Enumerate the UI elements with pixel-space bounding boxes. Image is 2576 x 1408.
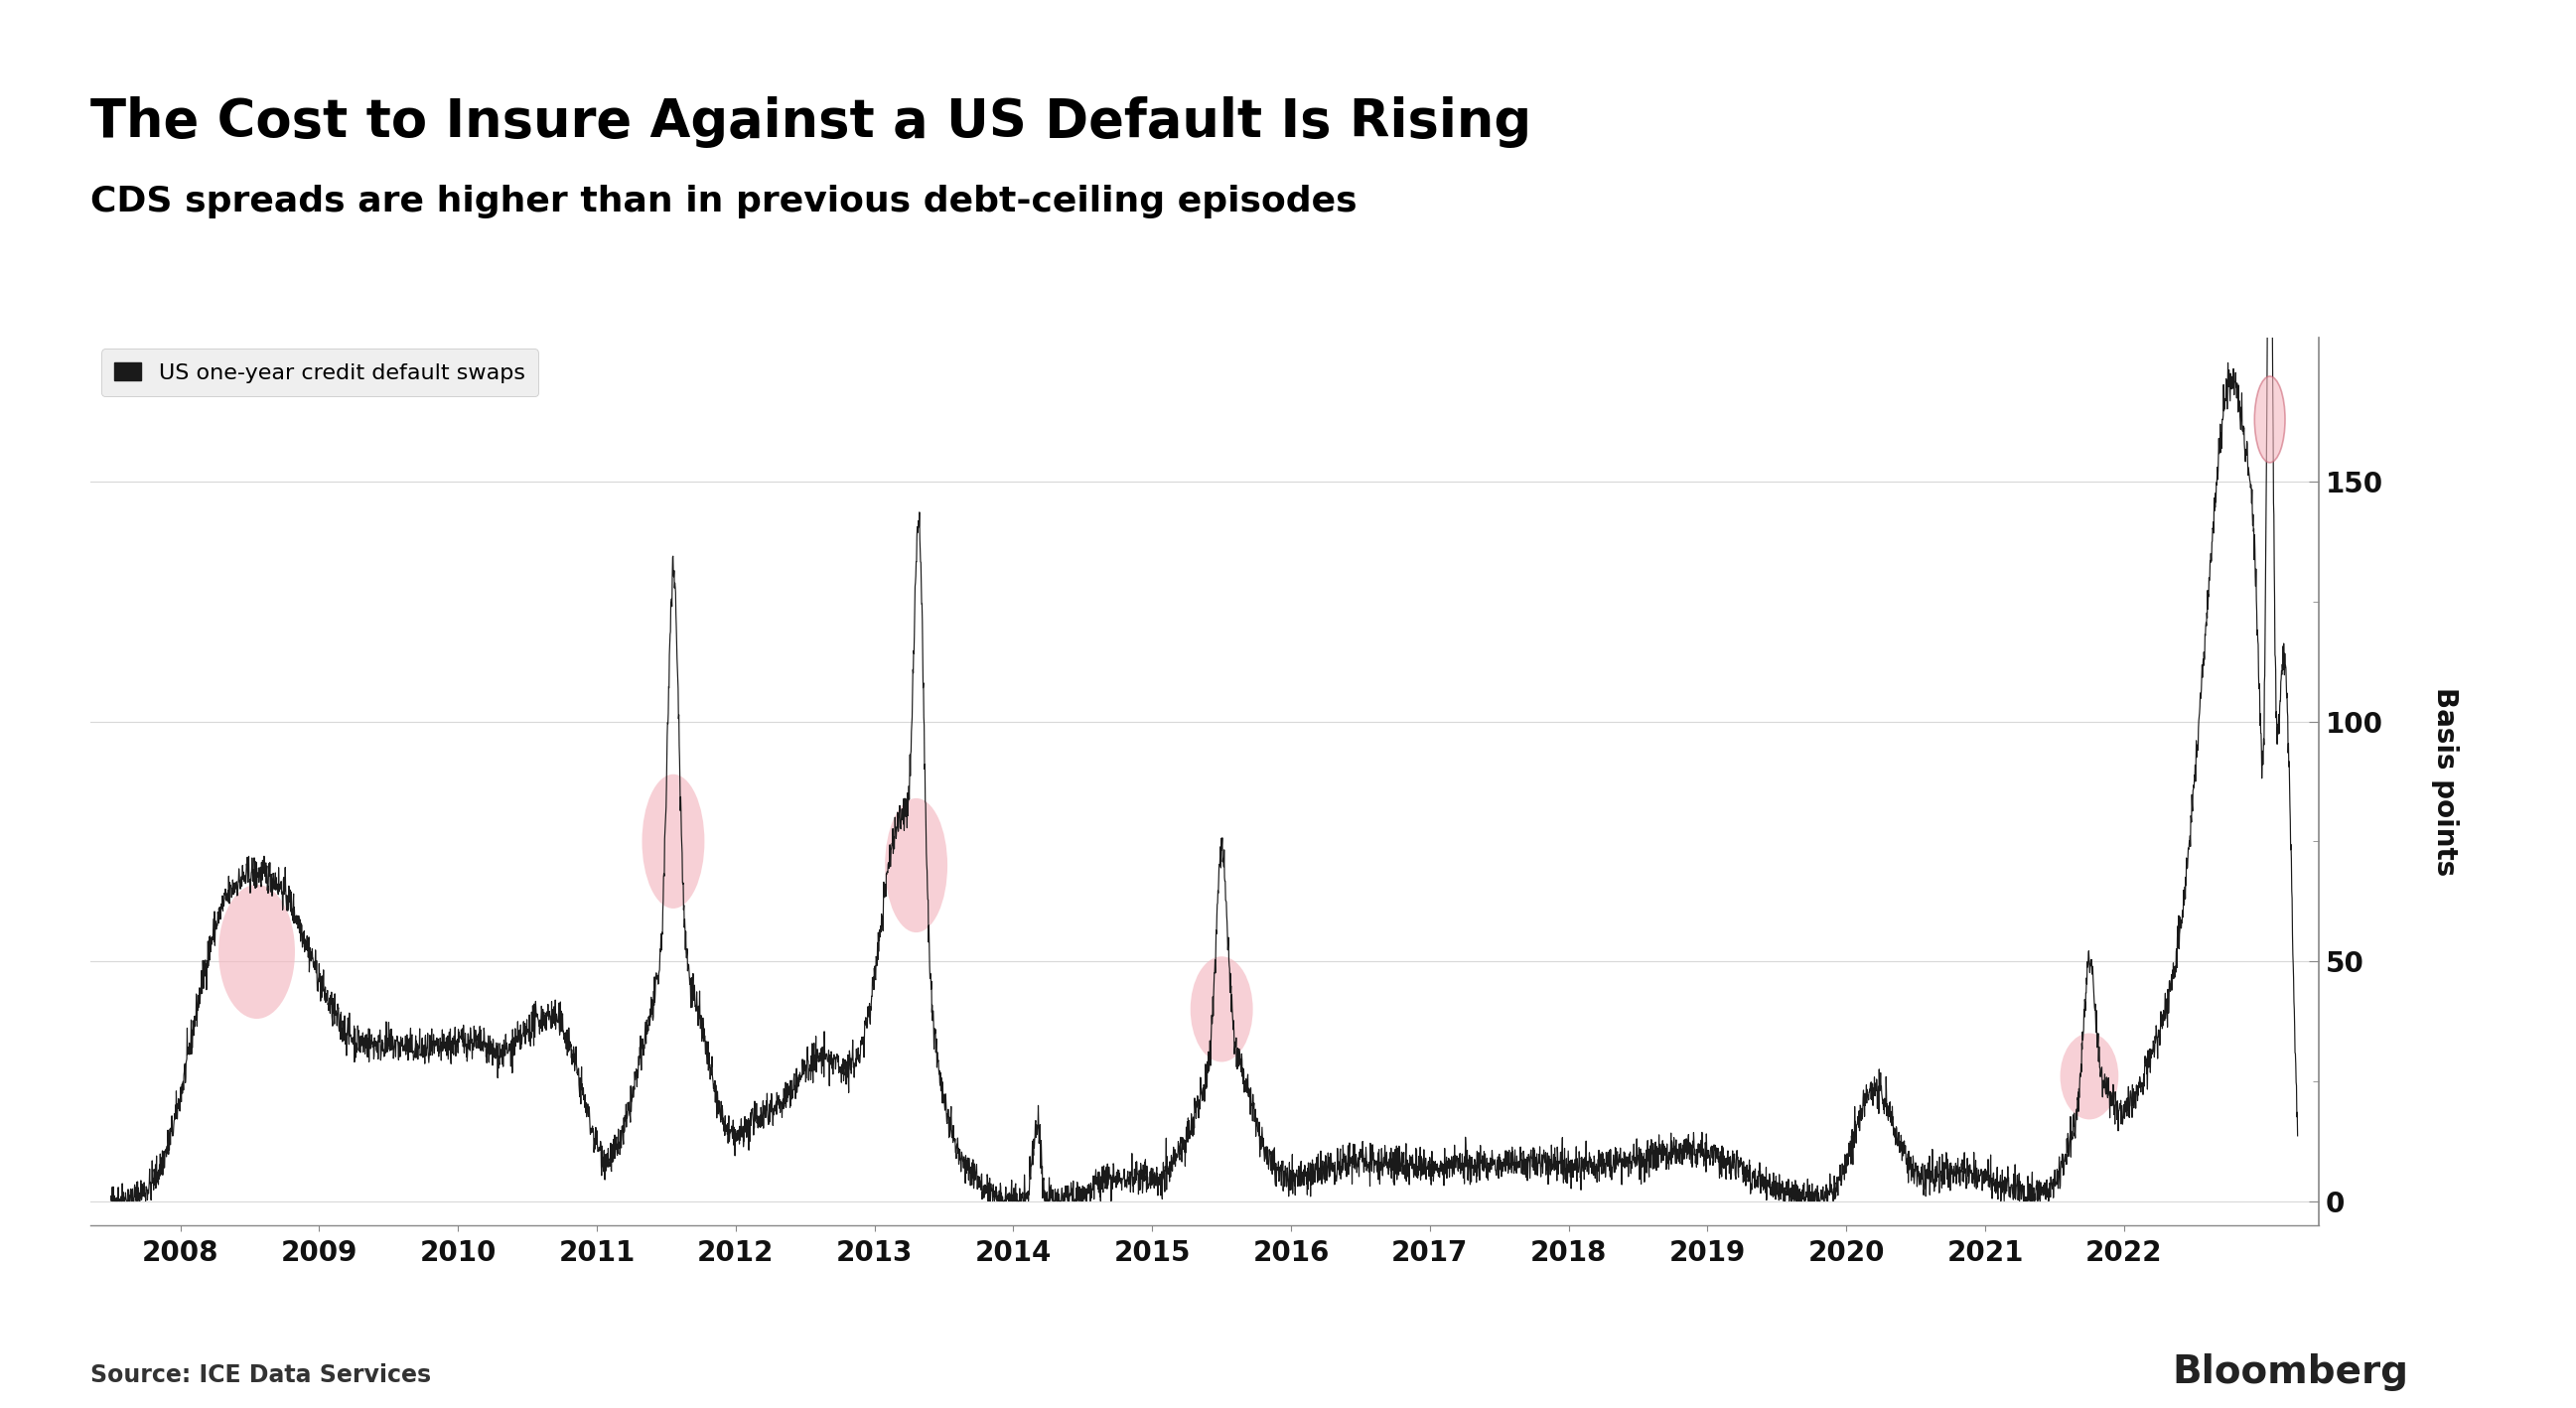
Text: Bloomberg: Bloomberg bbox=[2172, 1353, 2409, 1391]
Legend: US one-year credit default swaps: US one-year credit default swaps bbox=[100, 349, 538, 396]
Ellipse shape bbox=[886, 798, 948, 932]
Ellipse shape bbox=[1190, 956, 1252, 1062]
Ellipse shape bbox=[641, 774, 703, 908]
Ellipse shape bbox=[2254, 376, 2285, 463]
Ellipse shape bbox=[2061, 1033, 2117, 1119]
Ellipse shape bbox=[219, 884, 294, 1019]
Text: Source: ICE Data Services: Source: ICE Data Services bbox=[90, 1363, 430, 1387]
Text: The Cost to Insure Against a US Default Is Rising: The Cost to Insure Against a US Default … bbox=[90, 96, 1530, 148]
Y-axis label: Basis points: Basis points bbox=[2432, 687, 2460, 876]
Text: CDS spreads are higher than in previous debt-ceiling episodes: CDS spreads are higher than in previous … bbox=[90, 184, 1358, 218]
